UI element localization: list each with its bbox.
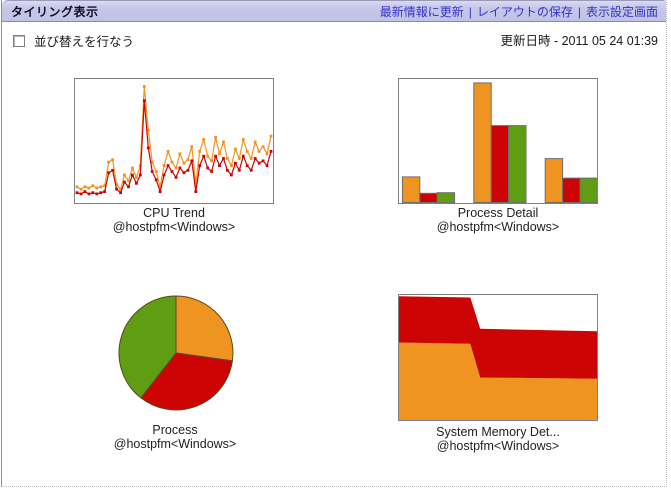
titlebar: タイリング表示 最新情報に更新 | レイアウトの保存 | 表示設定画面 [2,0,666,22]
process-caption: Process @hostpfm<Windows> [75,423,275,451]
system-memory-chart-tile[interactable] [398,294,598,421]
sort-checkbox-label: 並び替えを行なう [34,35,135,49]
process-detail-chart-tile[interactable] [398,78,598,204]
cpu-trend-chart-tile[interactable] [74,78,274,204]
cpu-trend-line-chart [75,85,273,196]
cpu-trend-caption: CPU Trend @hostpfm<Windows> [74,206,274,234]
update-time-label: 更新日時 - 2011 05 24 01:39 [500,34,659,48]
chart-subtitle: @hostpfm<Windows> [113,436,237,451]
page-title: タイリング表示 [11,4,99,19]
system-memory-caption: System Memory Det... @hostpfm<Windows> [398,425,598,453]
chart-title: System Memory Det... [436,425,560,439]
system-memory-area-chart [399,296,597,420]
process-detail-caption: Process Detail @hostpfm<Windows> [398,206,598,234]
link-separator: | [468,4,472,19]
process-chart-tile[interactable] [117,294,235,412]
chart-title: Process Detail [457,206,539,220]
display-settings-link[interactable]: 表示設定画面 [585,4,658,19]
save-layout-link[interactable]: レイアウトの保存 [476,4,573,19]
link-separator: | [577,4,581,19]
refresh-link[interactable]: 最新情報に更新 [379,4,464,19]
chart-title: CPU Trend [143,206,205,220]
chart-subtitle: @hostpfm<Windows> [436,219,560,234]
controls-row: 並び替えを行なう 更新日時 - 2011 05 24 01:39 [2,29,666,50]
chart-title: Process [152,423,198,437]
process-pie-chart [118,295,234,411]
sort-checkbox-group: 並び替えを行なう [13,31,134,50]
sort-checkbox[interactable] [13,34,25,47]
chart-subtitle: @hostpfm<Windows> [436,438,560,453]
titlebar-links: 最新情報に更新 | レイアウトの保存 | 表示設定画面 [380,3,658,20]
process-detail-bar-chart [401,82,597,203]
chart-subtitle: @hostpfm<Windows> [112,219,236,234]
